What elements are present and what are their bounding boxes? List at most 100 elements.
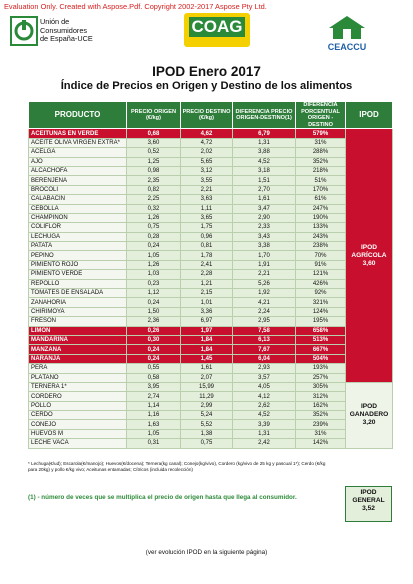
product-cell: CONEJO [28,419,127,430]
value-cell: 15,99 [180,381,233,393]
column-header: PRECIO DESTINO (€/kg) [180,100,233,130]
value-cell: 133% [295,222,346,233]
value-cell: 6,04 [232,353,296,365]
product-cell: PATATA [28,241,127,252]
value-cell: 0,23 [126,278,181,290]
column-header: PRECIO ORIGEN (€/kg) [126,100,181,130]
value-cell: 2,25 [126,194,181,205]
table-row: PIMIENTO VERDE 1,03 2,28 2,21 121% [28,269,393,280]
value-cell: 667% [295,344,346,355]
watermark: Evaluation Only. Created with Aspose.Pdf… [4,2,267,11]
value-cell: 4,05 [232,381,296,393]
table-row: POLLO 1,14 2,99 2,62 162% [28,400,393,412]
coag-logo: COAG [184,13,250,47]
value-cell: 70% [295,250,346,261]
product-cell: AJO [28,156,127,167]
value-cell: 7,67 [232,344,296,355]
table-row: TOMATES DE ENSALADA 1,12 2,15 1,92 92% [28,287,393,299]
ipod-group-value: 3,20 [362,419,376,427]
column-header: PRODUCTO [28,100,127,130]
value-cell: 0,31 [126,438,181,449]
value-cell: 352% [295,410,346,421]
product-cell: FRESÓN [28,316,127,327]
value-cell: 4,52 [232,156,296,167]
product-cell: LECHUGA [28,231,127,243]
value-cell: 239% [295,419,346,430]
value-cell: 1,26 [126,259,181,271]
title: IPOD Enero 2017 [152,64,261,79]
value-cell: 190% [295,212,346,224]
value-cell: 0,75 [126,222,181,233]
value-cell: 3,95 [126,381,181,393]
product-cell: POLLO [28,400,127,412]
table-row: FRESÓN 2,36 6,97 2,95 195% [28,316,393,327]
value-cell: 2,70 [232,184,296,196]
product-cell: PERA [28,363,127,374]
value-cell: 0,24 [126,297,181,308]
value-cell: 61% [295,194,346,205]
value-cell: 5,26 [232,278,296,290]
table-row: LIMÓN 0,26 1,97 7,58 658% [28,325,393,336]
value-cell: 11,29 [180,391,233,402]
ceaccu-icon [329,16,365,39]
value-cell: 504% [295,353,346,365]
value-cell: 257% [295,372,346,383]
column-header: DIFERENCIA PORCENTUAL ORIGEN - DESTINO [295,100,346,130]
product-cell: MANZANA [28,344,127,355]
product-cell: CHAMPIÑÓN [28,212,127,224]
table-row: PERA 0,55 1,61 2,93 193% [28,363,393,374]
value-cell: 1,97 [180,325,233,336]
uce-logo: Unión de Consumidores de España-UCE [40,17,120,44]
value-cell: 0,81 [180,241,233,252]
product-cell: TOMATES DE ENSALADA [28,287,127,299]
table-row: MANZANA 0,24 1,84 7,67 667% [28,344,393,355]
value-cell: 2,21 [232,269,296,280]
footnote: * Lechuga(€/ud); Escarola(€/manojo); Hue… [28,461,326,472]
value-cell: 0,24 [126,241,181,252]
table-row: ACELGA 0,52 2,02 3,88 288% [28,147,393,158]
value-cell: 4,62 [180,128,233,139]
ipod-group-cell: IPOD GANADERO 3,20 [345,381,393,449]
value-cell: 1,05 [126,250,181,261]
value-cell: 0,82 [126,184,181,196]
subtitle: Índice de Precios en Origen y Destino de… [60,80,353,92]
product-cell: NARANJA [28,353,127,365]
value-cell: 193% [295,363,346,374]
product-cell: CEBOLLA [28,203,127,214]
table-body: ACEITUNAS EN VERDE 0,68 4,62 6,79 579% IPOD A… [28,128,393,449]
product-cell: BERENJENA [28,175,127,186]
value-cell: 3,57 [232,372,296,383]
value-cell: 5,52 [180,419,233,430]
product-cell: REPOLLO [28,278,127,290]
table-row: CERDO 1,16 5,24 4,52 352% [28,410,393,421]
value-cell: 0,55 [126,363,181,374]
table-row: CEBOLLA 0,32 1,11 3,47 247% [28,203,393,214]
value-cell: 1,92 [232,287,296,299]
product-cell: PIMIENTO VERDE [28,269,127,280]
value-cell: 2,93 [232,363,296,374]
value-cell: 1,21 [180,278,233,290]
value-cell: 0,68 [126,128,181,139]
table-row: COLIFLOR 0,75 1,75 2,33 133% [28,222,393,233]
value-cell: 1,16 [126,410,181,421]
value-cell: 51% [295,175,346,186]
price-table: PRODUCTO PRECIO ORIGEN (€/kg) PRECIO DESTI… [28,100,393,449]
value-cell: 3,43 [232,231,296,243]
ipod-group-cell: IPOD AGRÍCOLA 3,60 [345,128,393,383]
value-cell: 1,91 [232,259,296,271]
value-cell: 2,15 [180,287,233,299]
table-row: NARANJA 0,24 1,45 6,04 504% [28,353,393,365]
value-cell: 1,01 [180,297,233,308]
uce-logo-icon [10,16,38,46]
value-cell: 2,33 [232,222,296,233]
value-cell: 0,52 [126,147,181,158]
value-cell: 2,36 [126,316,181,327]
product-cell: ACEITUNAS EN VERDE [28,128,127,139]
value-cell: 1,51 [232,175,296,186]
value-cell: 1,38 [180,428,233,440]
product-cell: CORDERO [28,391,127,402]
ipod-group-label: IPOD GANADERO [349,403,389,419]
value-cell: 2,41 [180,259,233,271]
value-cell: 4,12 [232,391,296,402]
